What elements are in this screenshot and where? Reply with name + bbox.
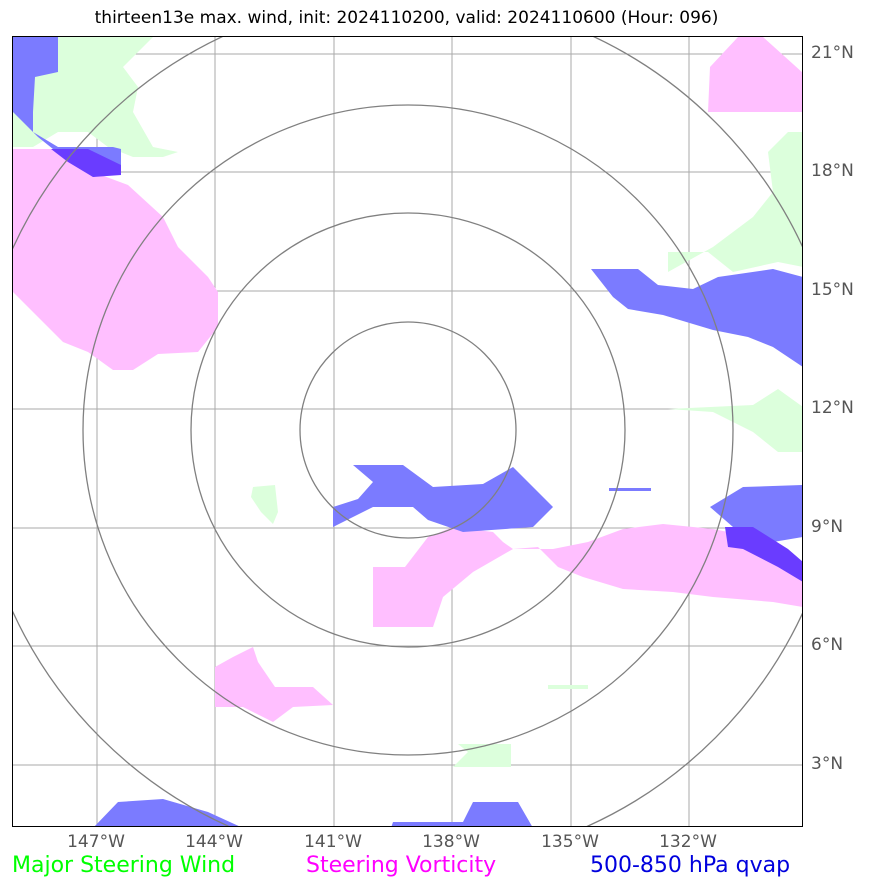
wind-area [668,389,802,452]
qvap-area [710,485,802,542]
wind-area [251,485,278,524]
legend-qvap: 500-850 hPa qvap [590,853,791,878]
lon-label-132w: 132°W [659,832,717,852]
vorticity-area [13,149,218,370]
lon-label-144w: 144°W [185,832,243,852]
lon-label-138w: 138°W [422,832,480,852]
lat-label-18n: 18°N [811,161,854,181]
lon-label-141w: 141°W [304,832,362,852]
map-canvas [13,37,802,826]
steering-vorticity-areas [13,37,802,722]
lat-label-12n: 12°N [811,398,854,418]
qvap-areas [13,37,802,826]
qvap-area [609,488,651,491]
vorticity-area [215,647,333,722]
wind-area [548,685,588,689]
map-title: thirteen13e max. wind, init: 2024110200,… [94,8,719,28]
qvap-area [13,37,121,177]
overlap-area [725,527,802,582]
legend-steering-vorticity: Steering Vorticity [306,853,497,878]
lat-label-3n: 3°N [811,754,844,774]
lon-label-147w: 147°W [67,832,125,852]
overlap-area [51,149,121,177]
lat-label-15n: 15°N [811,280,854,300]
range-ring [82,104,734,756]
qvap-area [591,269,802,367]
vorticity-area [708,37,802,112]
legend-steering-wind: Major Steering Wind [12,853,236,878]
qvap-area [391,802,532,826]
lat-label-21n: 21°N [811,43,854,63]
steering-wind-areas [13,37,802,767]
lat-label-9n: 9°N [811,517,844,537]
qvap-area [333,465,553,532]
range-ring [299,321,517,539]
wind-area [453,744,511,767]
range-ring [190,212,626,648]
qvap-area [94,799,239,826]
map-frame [12,36,803,827]
range-rings [13,37,802,826]
wind-area [668,132,802,272]
vorticity-area [373,524,802,627]
overlap-areas [51,149,802,582]
lat-label-6n: 6°N [811,635,844,655]
lon-label-135w: 135°W [541,832,599,852]
